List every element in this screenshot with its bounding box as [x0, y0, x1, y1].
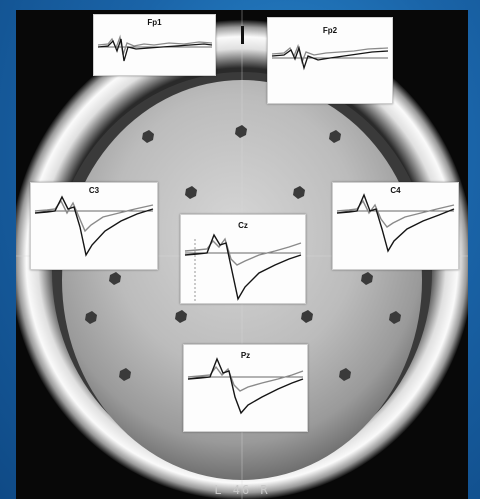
orientation-label: L 46 R: [214, 483, 270, 497]
erp-panel-pz: Pz: [183, 344, 308, 432]
electrode-marker: [389, 311, 401, 324]
erp-traces: [184, 233, 302, 301]
electrode-marker: [293, 186, 305, 199]
panel-label: Fp1: [147, 18, 162, 27]
electrode-marker: [235, 125, 247, 138]
panel-label: C4: [390, 186, 401, 195]
image-frame: Fp1 Fp2 C3 C4 Cz: [16, 10, 468, 499]
electrode-markers: [85, 125, 401, 381]
electrode-marker: [142, 130, 154, 143]
erp-panel-c4: C4: [332, 182, 459, 270]
panel-label: C3: [88, 186, 100, 195]
erp-traces: [336, 193, 455, 253]
panel-label: Cz: [238, 221, 248, 230]
panel-label: Pz: [240, 351, 251, 360]
electrode-marker: [301, 310, 313, 323]
electrode-marker: [339, 368, 351, 381]
panel-label: Fp2: [322, 26, 338, 35]
nasion-marker: [241, 26, 244, 44]
erp-traces: [97, 34, 213, 62]
erp-panel-fp2: Fp2: [267, 17, 393, 104]
electrode-marker: [85, 311, 97, 324]
erp-panel-fp1: Fp1: [93, 14, 216, 76]
electrode-marker: [175, 310, 187, 323]
erp-panel-cz: Cz: [180, 214, 306, 304]
electrode-marker: [185, 186, 197, 199]
erp-traces: [34, 195, 154, 257]
electrode-marker: [119, 368, 131, 381]
erp-traces: [187, 357, 304, 415]
electrode-marker: [329, 130, 341, 143]
erp-traces: [271, 43, 389, 71]
electrode-marker: [361, 272, 373, 285]
head-scene: [16, 10, 468, 499]
electrode-marker: [109, 272, 121, 285]
erp-panel-c3: C3: [30, 182, 158, 270]
